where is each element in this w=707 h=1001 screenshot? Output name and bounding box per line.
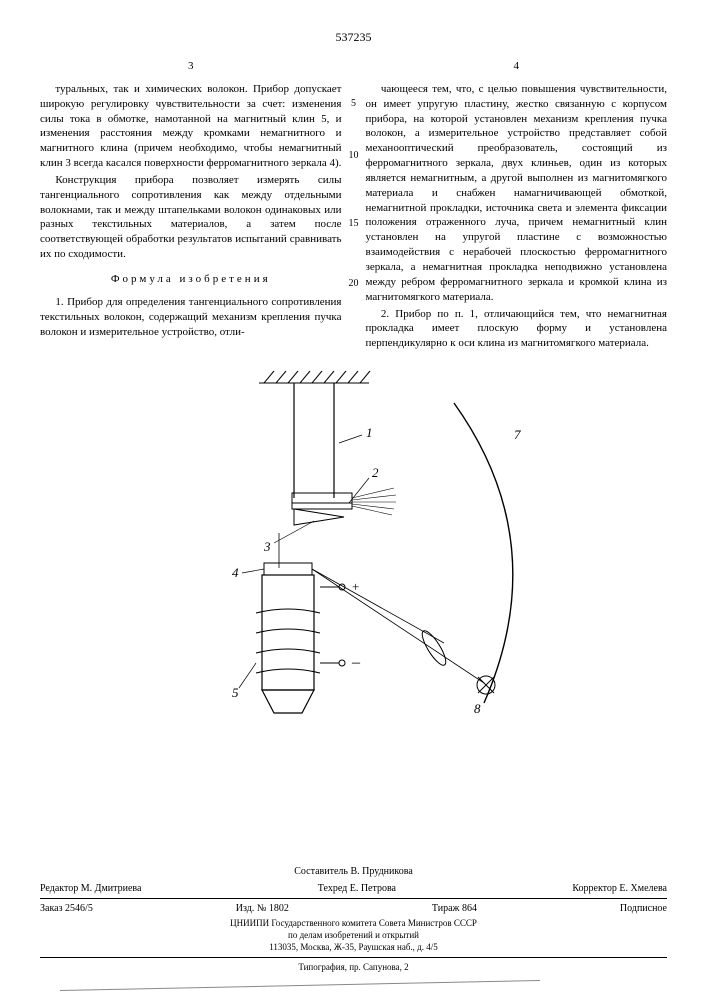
left-column: 3 туральных, так и химических волокон. П… <box>40 59 342 353</box>
footer-corrector: Корректор Е. Хмелева <box>572 883 667 894</box>
fig-label-7: 7 <box>514 427 521 442</box>
technical-diagram: 1 2 3 4 5 7 8 + – <box>144 363 564 763</box>
line-number-15: 15 <box>349 218 359 229</box>
fig-label-4: 4 <box>232 565 239 580</box>
document-number: 537235 <box>40 30 667 45</box>
left-p2: Конструкция прибора позволяет измерять с… <box>40 173 342 262</box>
left-p1: туральных, так и химических волокон. При… <box>40 82 342 171</box>
footer-print: Типография, пр. Сапунова, 2 <box>40 962 667 974</box>
line-number-10: 10 <box>349 150 359 161</box>
right-p1: чающееся тем, что, с целью повышения чув… <box>366 82 668 305</box>
fig-label-3: 3 <box>263 539 271 554</box>
fig-label-8: 8 <box>474 701 481 716</box>
footer-rule-1 <box>40 898 667 899</box>
footer-addr: 113035, Москва, Ж-35, Раушская наб., д. … <box>40 942 667 954</box>
footer: Составитель В. Прудникова Редактор М. Дм… <box>40 866 667 974</box>
scan-artifact-line <box>60 980 540 1001</box>
fig-label-2: 2 <box>372 465 379 480</box>
right-column: 4 чающееся тем, что, с целью повышения ч… <box>366 59 668 353</box>
right-col-number: 4 <box>366 59 668 74</box>
footer-print-row: Заказ 2546/5 Изд. № 1802 Тираж 864 Подпи… <box>40 903 667 914</box>
footer-editor: Редактор М. Дмитриева <box>40 883 141 894</box>
footer-izd: Изд. № 1802 <box>236 903 289 914</box>
footer-org1: ЦНИИПИ Государственного комитета Совета … <box>40 918 667 930</box>
fig-label-1: 1 <box>366 425 373 440</box>
fig-label-5: 5 <box>232 685 239 700</box>
footer-credits-row: Редактор М. Дмитриева Техред Е. Петрова … <box>40 883 667 894</box>
footer-tech: Техред Е. Петрова <box>318 883 396 894</box>
footer-org: ЦНИИПИ Государственного комитета Совета … <box>40 918 667 953</box>
line-number-20: 20 <box>349 278 359 289</box>
page: 537235 5 10 15 20 3 туральных, так и хим… <box>0 0 707 1000</box>
claim-2: 2. Прибор по п. 1, отличающийся тем, что… <box>366 307 668 352</box>
figure-area: 1 2 3 4 5 7 8 + – <box>40 363 667 763</box>
claim-1: 1. Прибор для определения тангенциальног… <box>40 295 342 340</box>
formula-title: Формула изобретения <box>40 272 342 287</box>
left-col-number: 3 <box>40 59 342 74</box>
line-number-5: 5 <box>351 98 356 109</box>
footer-sub: Подписное <box>620 903 667 914</box>
footer-compiler: Составитель В. Прудникова <box>40 866 667 877</box>
fig-plus: + <box>352 579 359 594</box>
footer-org2: по делам изобретений и открытий <box>40 930 667 942</box>
footer-order: Заказ 2546/5 <box>40 903 93 914</box>
footer-rule-2 <box>40 957 667 958</box>
footer-tirage: Тираж 864 <box>432 903 477 914</box>
fig-minus: – <box>351 654 361 671</box>
